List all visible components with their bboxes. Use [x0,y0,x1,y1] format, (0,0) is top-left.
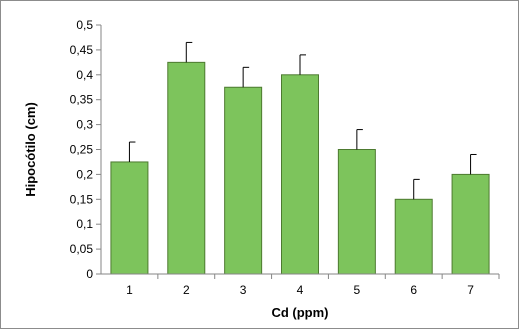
x-tick-label-2: 2 [183,283,190,297]
bar-3 [224,86,263,275]
y-tick-label: 0 [86,267,93,281]
error-bars [128,41,477,200]
x-tick-label-3: 3 [240,283,247,297]
bar-5 [337,149,376,275]
y-tick-label: 0,4 [76,68,93,82]
x-axis-ticks: 1 2 3 4 5 6 7 [126,274,500,297]
y-tick-label: 0,35 [70,93,94,107]
y-tick-label: 0,15 [70,192,94,206]
bar-4 [281,74,319,275]
bars [110,61,490,275]
y-tick-label: 0,2 [76,167,93,181]
y-tick-label: 0,05 [70,242,94,256]
x-tick-label-5: 5 [354,283,361,297]
y-tick-label: 0,1 [76,217,93,231]
bar-2 [167,61,206,275]
y-tick-label: 0,5 [76,18,93,32]
x-tick-label-4: 4 [297,283,304,297]
x-axis-title: Cd (ppm) [271,305,328,320]
x-tick-label-7: 7 [467,283,474,297]
bar-6 [394,198,433,275]
y-tick-label: 0,25 [70,143,94,157]
x-tick-label-6: 6 [410,283,417,297]
x-tick-label-1: 1 [126,283,133,297]
y-tick-label: 0,45 [70,43,94,57]
y-tick-label: 0,3 [76,118,93,132]
bar-7 [451,173,490,275]
bar-1 [110,161,149,275]
y-axis-title: Hipocótilo (cm) [23,102,38,197]
y-axis-ticks: 0 0,05 0,1 0,15 0,2 0,25 0,3 0,35 0,4 0,45 0,5 [70,18,101,281]
